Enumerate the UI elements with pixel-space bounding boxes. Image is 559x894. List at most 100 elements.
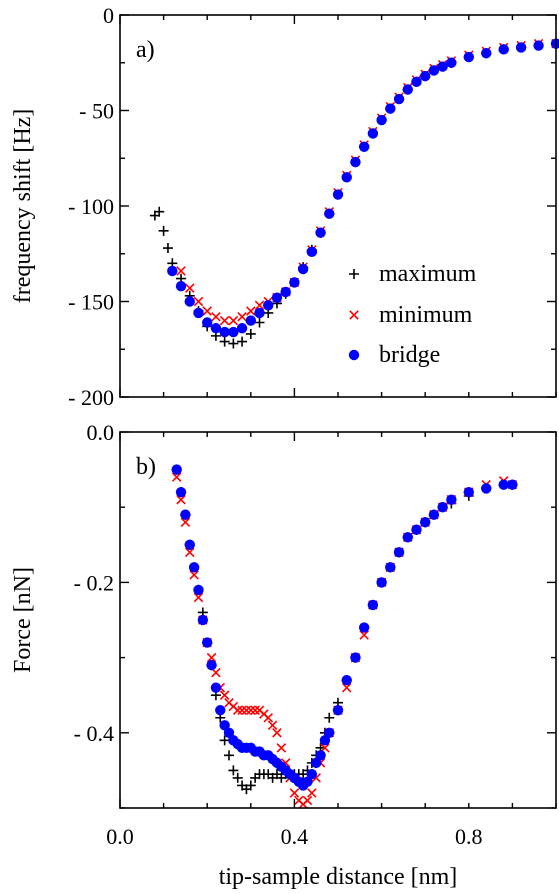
b-bridge-point	[171, 464, 182, 475]
a-bridge-point	[254, 307, 265, 319]
legend-minimum-marker	[349, 310, 359, 320]
b-bridge-point	[202, 637, 213, 648]
b-bridge-point	[411, 524, 422, 535]
a-bridge-point	[515, 42, 527, 53]
a-bridge-point	[385, 103, 396, 114]
b-minimum-point	[206, 652, 217, 663]
panel-b: 0.0 - 0.2 - 0.4 0.0 0.4 0.8 b) Force [nN] tip-sa…	[10, 420, 557, 890]
a-bridge-point	[350, 156, 361, 168]
b-bridge-point	[223, 727, 235, 738]
b-bridge-point	[376, 577, 387, 588]
b-bridge-point	[193, 584, 204, 596]
b-bridge-point	[219, 720, 230, 731]
b-maximum-point	[324, 712, 335, 723]
a-bridge-point	[193, 307, 204, 319]
b-minimum-point	[219, 690, 230, 700]
b-minimum-point	[276, 743, 287, 753]
series-maximum	[149, 38, 559, 349]
series-maximum	[171, 464, 518, 795]
b-bridge-point	[324, 727, 335, 738]
a-bridge-point	[533, 40, 544, 51]
a-y-tick-label: - 150	[68, 290, 114, 315]
b-minimum-point	[263, 712, 274, 723]
a-bridge-point	[236, 323, 248, 334]
b-y-tick-label: 0.0	[87, 420, 115, 445]
b-maximum-point	[232, 772, 243, 783]
b-maximum-point	[224, 750, 234, 761]
a-y-tick-label: - 100	[68, 194, 114, 219]
b-x-tick-label: 0.0	[106, 824, 134, 849]
a-bridge-point	[393, 93, 405, 105]
a-minimum-point	[254, 300, 265, 311]
b-minimum-point	[289, 788, 300, 798]
a-y-tick-label: - 200	[68, 385, 114, 410]
b-minimum-point	[272, 728, 282, 738]
a-bridge-point	[175, 281, 187, 292]
a-maximum-point	[245, 328, 256, 339]
b-bridge-point	[402, 532, 413, 543]
b-bridge-point	[319, 735, 331, 746]
b-bridge-point	[428, 509, 440, 520]
b-bridge-point	[175, 486, 187, 498]
a-bridge-point	[289, 277, 300, 288]
b-bridge-point	[350, 652, 361, 663]
b-minimum-point	[250, 705, 260, 716]
b-bridge-point	[481, 483, 492, 494]
a-bridge-point	[297, 263, 309, 275]
b-bridge-point	[393, 547, 405, 558]
b-x-tick-label: 0.4	[281, 824, 309, 849]
a-bridge-point	[245, 315, 256, 326]
b-minimum-point	[246, 705, 256, 716]
b-minimum-point	[267, 720, 278, 731]
b-maximum-point	[219, 735, 230, 746]
a-minimum-point	[202, 306, 212, 316]
a-bridge-point	[271, 292, 283, 303]
b-bridge-point	[184, 539, 195, 550]
b-bridge-point	[437, 502, 448, 513]
a-minimum-point	[193, 296, 204, 307]
series-bridge	[171, 464, 518, 791]
b-bridge-point	[446, 494, 457, 505]
series-bridge	[167, 38, 559, 338]
b-bridge-point	[180, 509, 191, 520]
a-bridge-point	[402, 84, 413, 95]
b-bridge-point	[463, 486, 474, 498]
b-bridge-point	[210, 682, 222, 693]
b-minimum-point	[232, 705, 243, 716]
b-minimum-point	[359, 630, 369, 640]
series-minimum	[171, 472, 518, 810]
a-bridge-point	[219, 326, 230, 338]
a-bridge-point	[228, 326, 239, 338]
panel-b-label: b)	[136, 454, 156, 480]
b-y-tick-label: - 0.4	[74, 721, 114, 746]
a-bridge-point	[411, 76, 422, 88]
b-bridge-point	[188, 562, 200, 573]
b-minimum-point	[180, 517, 191, 528]
b-bridge-point	[341, 674, 352, 686]
b-x-tick-label: 0.8	[455, 824, 483, 849]
a-bridge-point	[463, 51, 474, 63]
a-bridge-point	[306, 246, 318, 258]
a-bridge-point	[324, 208, 335, 219]
a-bridge-point	[550, 38, 559, 49]
a-minimum-point	[184, 283, 195, 293]
b-minimum-point	[193, 592, 204, 603]
a-maximum-point	[162, 243, 173, 254]
b-bridge-point	[306, 768, 318, 780]
a-maximum-point	[219, 336, 230, 347]
b-bridge-point	[420, 517, 431, 528]
b-minimum-point	[189, 570, 199, 580]
b-y-axis-label: Force [nN]	[10, 567, 36, 673]
a-bridge-point	[437, 61, 448, 72]
legend-maximum-marker	[349, 269, 359, 279]
a-minimum-point	[219, 315, 230, 326]
b-bridge-point	[311, 757, 322, 769]
b-minimum-point	[341, 682, 352, 693]
a-maximum-point	[228, 338, 239, 349]
b-bridge-point	[215, 705, 226, 716]
panel-a-label: a)	[136, 37, 155, 63]
a-bridge-point	[341, 172, 352, 183]
b-bridge-point	[302, 776, 313, 787]
panel-a-frame	[119, 14, 557, 398]
b-minimum-point	[302, 795, 313, 806]
